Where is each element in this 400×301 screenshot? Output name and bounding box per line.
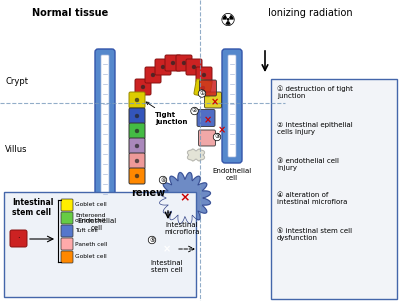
Circle shape — [201, 86, 205, 90]
FancyBboxPatch shape — [228, 55, 236, 157]
FancyBboxPatch shape — [196, 67, 212, 83]
Circle shape — [135, 159, 139, 163]
Circle shape — [135, 174, 139, 178]
Text: Ionizing radiation: Ionizing radiation — [268, 8, 352, 18]
FancyBboxPatch shape — [95, 49, 115, 213]
Text: ④: ④ — [160, 178, 166, 182]
Text: ③: ③ — [214, 135, 220, 139]
FancyBboxPatch shape — [198, 130, 216, 146]
FancyBboxPatch shape — [135, 79, 151, 95]
FancyBboxPatch shape — [271, 79, 397, 299]
FancyBboxPatch shape — [129, 138, 145, 154]
Text: Goblet cell: Goblet cell — [75, 203, 107, 207]
Text: ×: × — [204, 115, 212, 125]
FancyBboxPatch shape — [129, 123, 145, 139]
Circle shape — [192, 65, 196, 69]
Text: Goblet cell: Goblet cell — [75, 255, 107, 259]
Text: ② intestinal epithelial
cells injury: ② intestinal epithelial cells injury — [277, 122, 353, 135]
Text: Paneth cell: Paneth cell — [75, 241, 107, 247]
Polygon shape — [188, 149, 204, 161]
FancyBboxPatch shape — [4, 192, 196, 297]
Circle shape — [135, 144, 139, 148]
Circle shape — [141, 85, 145, 89]
Circle shape — [135, 98, 139, 102]
FancyBboxPatch shape — [129, 92, 145, 108]
Circle shape — [202, 73, 206, 77]
Text: ×: × — [163, 244, 171, 254]
Circle shape — [135, 114, 139, 118]
Circle shape — [151, 73, 155, 77]
FancyBboxPatch shape — [158, 240, 176, 258]
Text: Crypt: Crypt — [5, 77, 28, 86]
FancyBboxPatch shape — [176, 55, 192, 71]
FancyBboxPatch shape — [61, 238, 73, 250]
Text: Intestinal
stem cell: Intestinal stem cell — [12, 198, 53, 217]
Polygon shape — [160, 172, 210, 224]
FancyBboxPatch shape — [145, 67, 161, 83]
Text: ·: · — [17, 234, 20, 244]
FancyBboxPatch shape — [155, 59, 171, 75]
FancyBboxPatch shape — [197, 110, 215, 126]
Text: ① destruction of tight
junction: ① destruction of tight junction — [277, 85, 353, 98]
Text: Enteroend
ocrine cell: Enteroend ocrine cell — [75, 213, 105, 223]
FancyBboxPatch shape — [186, 59, 202, 75]
FancyBboxPatch shape — [204, 92, 222, 108]
FancyBboxPatch shape — [61, 225, 73, 237]
FancyBboxPatch shape — [61, 212, 73, 224]
Text: Endothelial
cell: Endothelial cell — [212, 168, 252, 181]
Text: Tuft cell: Tuft cell — [75, 228, 98, 234]
Text: ①: ① — [199, 91, 205, 96]
Text: Intestinal
stem cell: Intestinal stem cell — [151, 260, 183, 273]
Text: ☢: ☢ — [220, 12, 236, 30]
Text: Intestinal
microflora: Intestinal microflora — [164, 222, 200, 235]
Text: ③ endothelial cell
injury: ③ endothelial cell injury — [277, 158, 339, 171]
Text: Endothelial
cell: Endothelial cell — [77, 218, 117, 231]
FancyBboxPatch shape — [129, 153, 145, 169]
Circle shape — [182, 61, 186, 65]
FancyBboxPatch shape — [10, 230, 27, 247]
Circle shape — [161, 65, 165, 69]
Circle shape — [171, 61, 175, 65]
Text: ⑤: ⑤ — [149, 237, 155, 243]
FancyBboxPatch shape — [61, 199, 73, 211]
FancyBboxPatch shape — [200, 80, 216, 96]
Circle shape — [135, 129, 139, 133]
Text: Normal tissue: Normal tissue — [32, 8, 108, 18]
Text: ×: × — [218, 125, 226, 135]
FancyBboxPatch shape — [222, 49, 242, 163]
Text: ④ alteration of
intestinal microflora: ④ alteration of intestinal microflora — [277, 192, 347, 205]
Text: Tight
junction: Tight junction — [146, 102, 187, 125]
FancyBboxPatch shape — [61, 251, 73, 263]
Text: ×: × — [180, 191, 190, 204]
FancyBboxPatch shape — [129, 168, 145, 184]
Text: Villus: Villus — [5, 145, 28, 154]
FancyBboxPatch shape — [165, 55, 181, 71]
FancyBboxPatch shape — [101, 55, 109, 207]
FancyBboxPatch shape — [194, 79, 212, 97]
Text: ②: ② — [192, 108, 197, 113]
Text: renew: renew — [131, 188, 165, 198]
FancyBboxPatch shape — [129, 108, 145, 124]
Text: ×: × — [211, 97, 219, 107]
Text: ⑤ intestinal stem cell
dysfunction: ⑤ intestinal stem cell dysfunction — [277, 228, 352, 241]
